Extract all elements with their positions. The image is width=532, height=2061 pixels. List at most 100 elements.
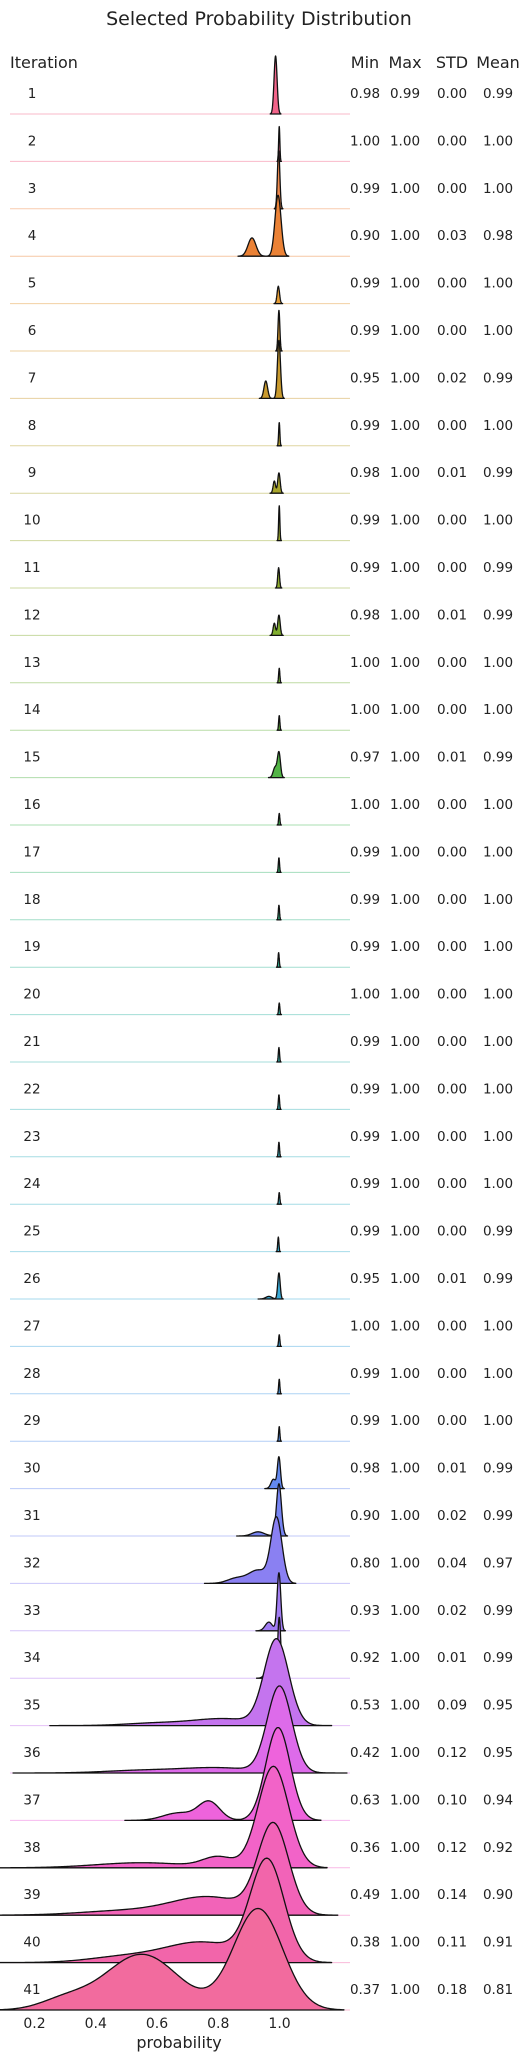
stat-value-std: 0.00 <box>437 987 467 1003</box>
stat-value-max: 1.00 <box>390 1745 420 1761</box>
ridge-density <box>276 1191 283 1205</box>
ridge-density <box>236 1483 289 1537</box>
iteration-label: 4 <box>28 228 37 244</box>
stat-value-max: 1.00 <box>390 465 420 481</box>
stat-value-std: 0.02 <box>437 1508 467 1524</box>
stat-value-max: 1.00 <box>390 513 420 529</box>
iteration-label: 17 <box>23 844 40 860</box>
stat-value-mean: 0.90 <box>483 1887 513 1903</box>
stat-value-max: 1.00 <box>390 1413 420 1429</box>
stat-value-min: 0.99 <box>350 1081 380 1097</box>
stat-value-min: 0.99 <box>350 276 380 292</box>
iteration-label: 41 <box>23 1982 40 1998</box>
iteration-label: 6 <box>28 323 37 339</box>
stat-value-min: 0.99 <box>350 1224 380 1240</box>
iteration-label: 1 <box>28 86 37 102</box>
stat-value-min: 0.38 <box>350 1935 380 1951</box>
ridge-row: 14 1.00 1.00 0.00 1.00 <box>10 702 513 731</box>
iteration-label: 2 <box>28 133 37 149</box>
stat-value-max: 1.00 <box>390 276 420 292</box>
iteration-label: 9 <box>28 465 37 481</box>
stat-value-mean: 1.00 <box>483 133 513 149</box>
iteration-label: 35 <box>23 1698 40 1714</box>
stat-value-mean: 1.00 <box>483 513 513 529</box>
ridge-density <box>0 1907 345 2011</box>
stat-value-mean: 0.99 <box>483 370 513 386</box>
stat-value-min: 1.00 <box>350 133 380 149</box>
ridge-density <box>264 1456 285 1490</box>
stat-value-mean: 0.99 <box>483 1650 513 1666</box>
stat-value-mean: 0.98 <box>483 228 513 244</box>
ridge-density <box>269 55 282 115</box>
stat-value-min: 0.90 <box>350 228 380 244</box>
ridge-row: 34 0.92 1.00 0.01 0.99 <box>10 1616 513 1679</box>
stat-value-mean: 0.99 <box>483 1461 513 1477</box>
stat-value-std: 0.09 <box>437 1698 467 1714</box>
ridge-density <box>276 1378 283 1395</box>
iteration-label: 10 <box>23 513 40 529</box>
x-tick-label: 1.0 <box>268 2016 290 2032</box>
iteration-label: 14 <box>23 702 40 718</box>
stat-value-std: 0.00 <box>437 1081 467 1097</box>
stat-value-min: 0.95 <box>350 370 380 386</box>
stat-value-mean: 0.95 <box>483 1698 513 1714</box>
stat-value-max: 1.00 <box>390 1318 420 1334</box>
ridge-density <box>276 812 283 826</box>
x-tick-label: 0.2 <box>23 2016 45 2032</box>
ridge-row: 9 0.98 1.00 0.01 0.99 <box>10 465 513 494</box>
ridge-density <box>237 194 290 257</box>
stat-value-max: 1.00 <box>390 1935 420 1951</box>
stat-value-mean: 1.00 <box>483 797 513 813</box>
ridge-density <box>276 1426 283 1442</box>
stat-value-min: 0.99 <box>350 323 380 339</box>
iteration-label: 16 <box>23 797 40 813</box>
x-tick-label: 0.4 <box>85 2016 107 2032</box>
stat-value-max: 1.00 <box>390 1603 420 1619</box>
iteration-label: 20 <box>23 987 40 1003</box>
iteration-label: 15 <box>23 750 40 766</box>
x-tick-label: 0.6 <box>146 2016 168 2032</box>
stat-value-max: 1.00 <box>390 1461 420 1477</box>
stat-value-min: 0.80 <box>350 1555 380 1571</box>
iteration-label: 23 <box>23 1129 40 1145</box>
stat-value-mean: 1.00 <box>483 1176 513 1192</box>
iteration-label: 5 <box>28 276 37 292</box>
iteration-label: 27 <box>23 1318 40 1334</box>
ridge-density <box>0 1765 328 1869</box>
stat-value-std: 0.00 <box>437 560 467 576</box>
stat-value-mean: 0.99 <box>483 1224 513 1240</box>
stat-value-std: 0.03 <box>437 228 467 244</box>
ridge-density <box>276 421 283 447</box>
stat-value-min: 0.98 <box>350 86 380 102</box>
stat-value-std: 0.00 <box>437 844 467 860</box>
stat-value-min: 0.98 <box>350 465 380 481</box>
stat-value-mean: 0.99 <box>483 1271 513 1287</box>
iteration-label: 26 <box>23 1271 40 1287</box>
stat-value-mean: 1.00 <box>483 1081 513 1097</box>
iteration-label: 22 <box>23 1081 40 1097</box>
iteration-label: 39 <box>23 1887 40 1903</box>
ridge-row: 2 1.00 1.00 0.00 1.00 <box>10 125 513 163</box>
iteration-label: 7 <box>28 370 37 386</box>
stat-value-std: 0.01 <box>437 607 467 623</box>
stat-value-std: 0.10 <box>437 1792 467 1808</box>
iteration-label: 3 <box>28 181 37 197</box>
ridge-density <box>276 1002 283 1016</box>
iteration-label: 40 <box>23 1935 40 1951</box>
stat-value-max: 1.00 <box>390 1792 420 1808</box>
stat-value-mean: 1.00 <box>483 655 513 671</box>
stat-value-std: 0.00 <box>437 276 467 292</box>
ridge-row: 18 0.99 1.00 0.00 1.00 <box>10 892 513 921</box>
stat-value-std: 0.00 <box>437 797 467 813</box>
stat-value-std: 0.02 <box>437 1603 467 1619</box>
stat-value-min: 1.00 <box>350 1318 380 1334</box>
stat-value-std: 0.14 <box>437 1887 467 1903</box>
stat-value-mean: 1.00 <box>483 1034 513 1050</box>
ridge-density <box>49 1637 333 1727</box>
stat-value-max: 1.00 <box>390 939 420 955</box>
ridge-row: 5 0.99 1.00 0.00 1.00 <box>10 276 513 305</box>
ridge-row: 20 1.00 1.00 0.00 1.00 <box>10 987 513 1016</box>
stat-value-std: 0.00 <box>437 1034 467 1050</box>
stat-value-max: 1.00 <box>390 892 420 908</box>
ridge-density <box>257 1272 284 1300</box>
